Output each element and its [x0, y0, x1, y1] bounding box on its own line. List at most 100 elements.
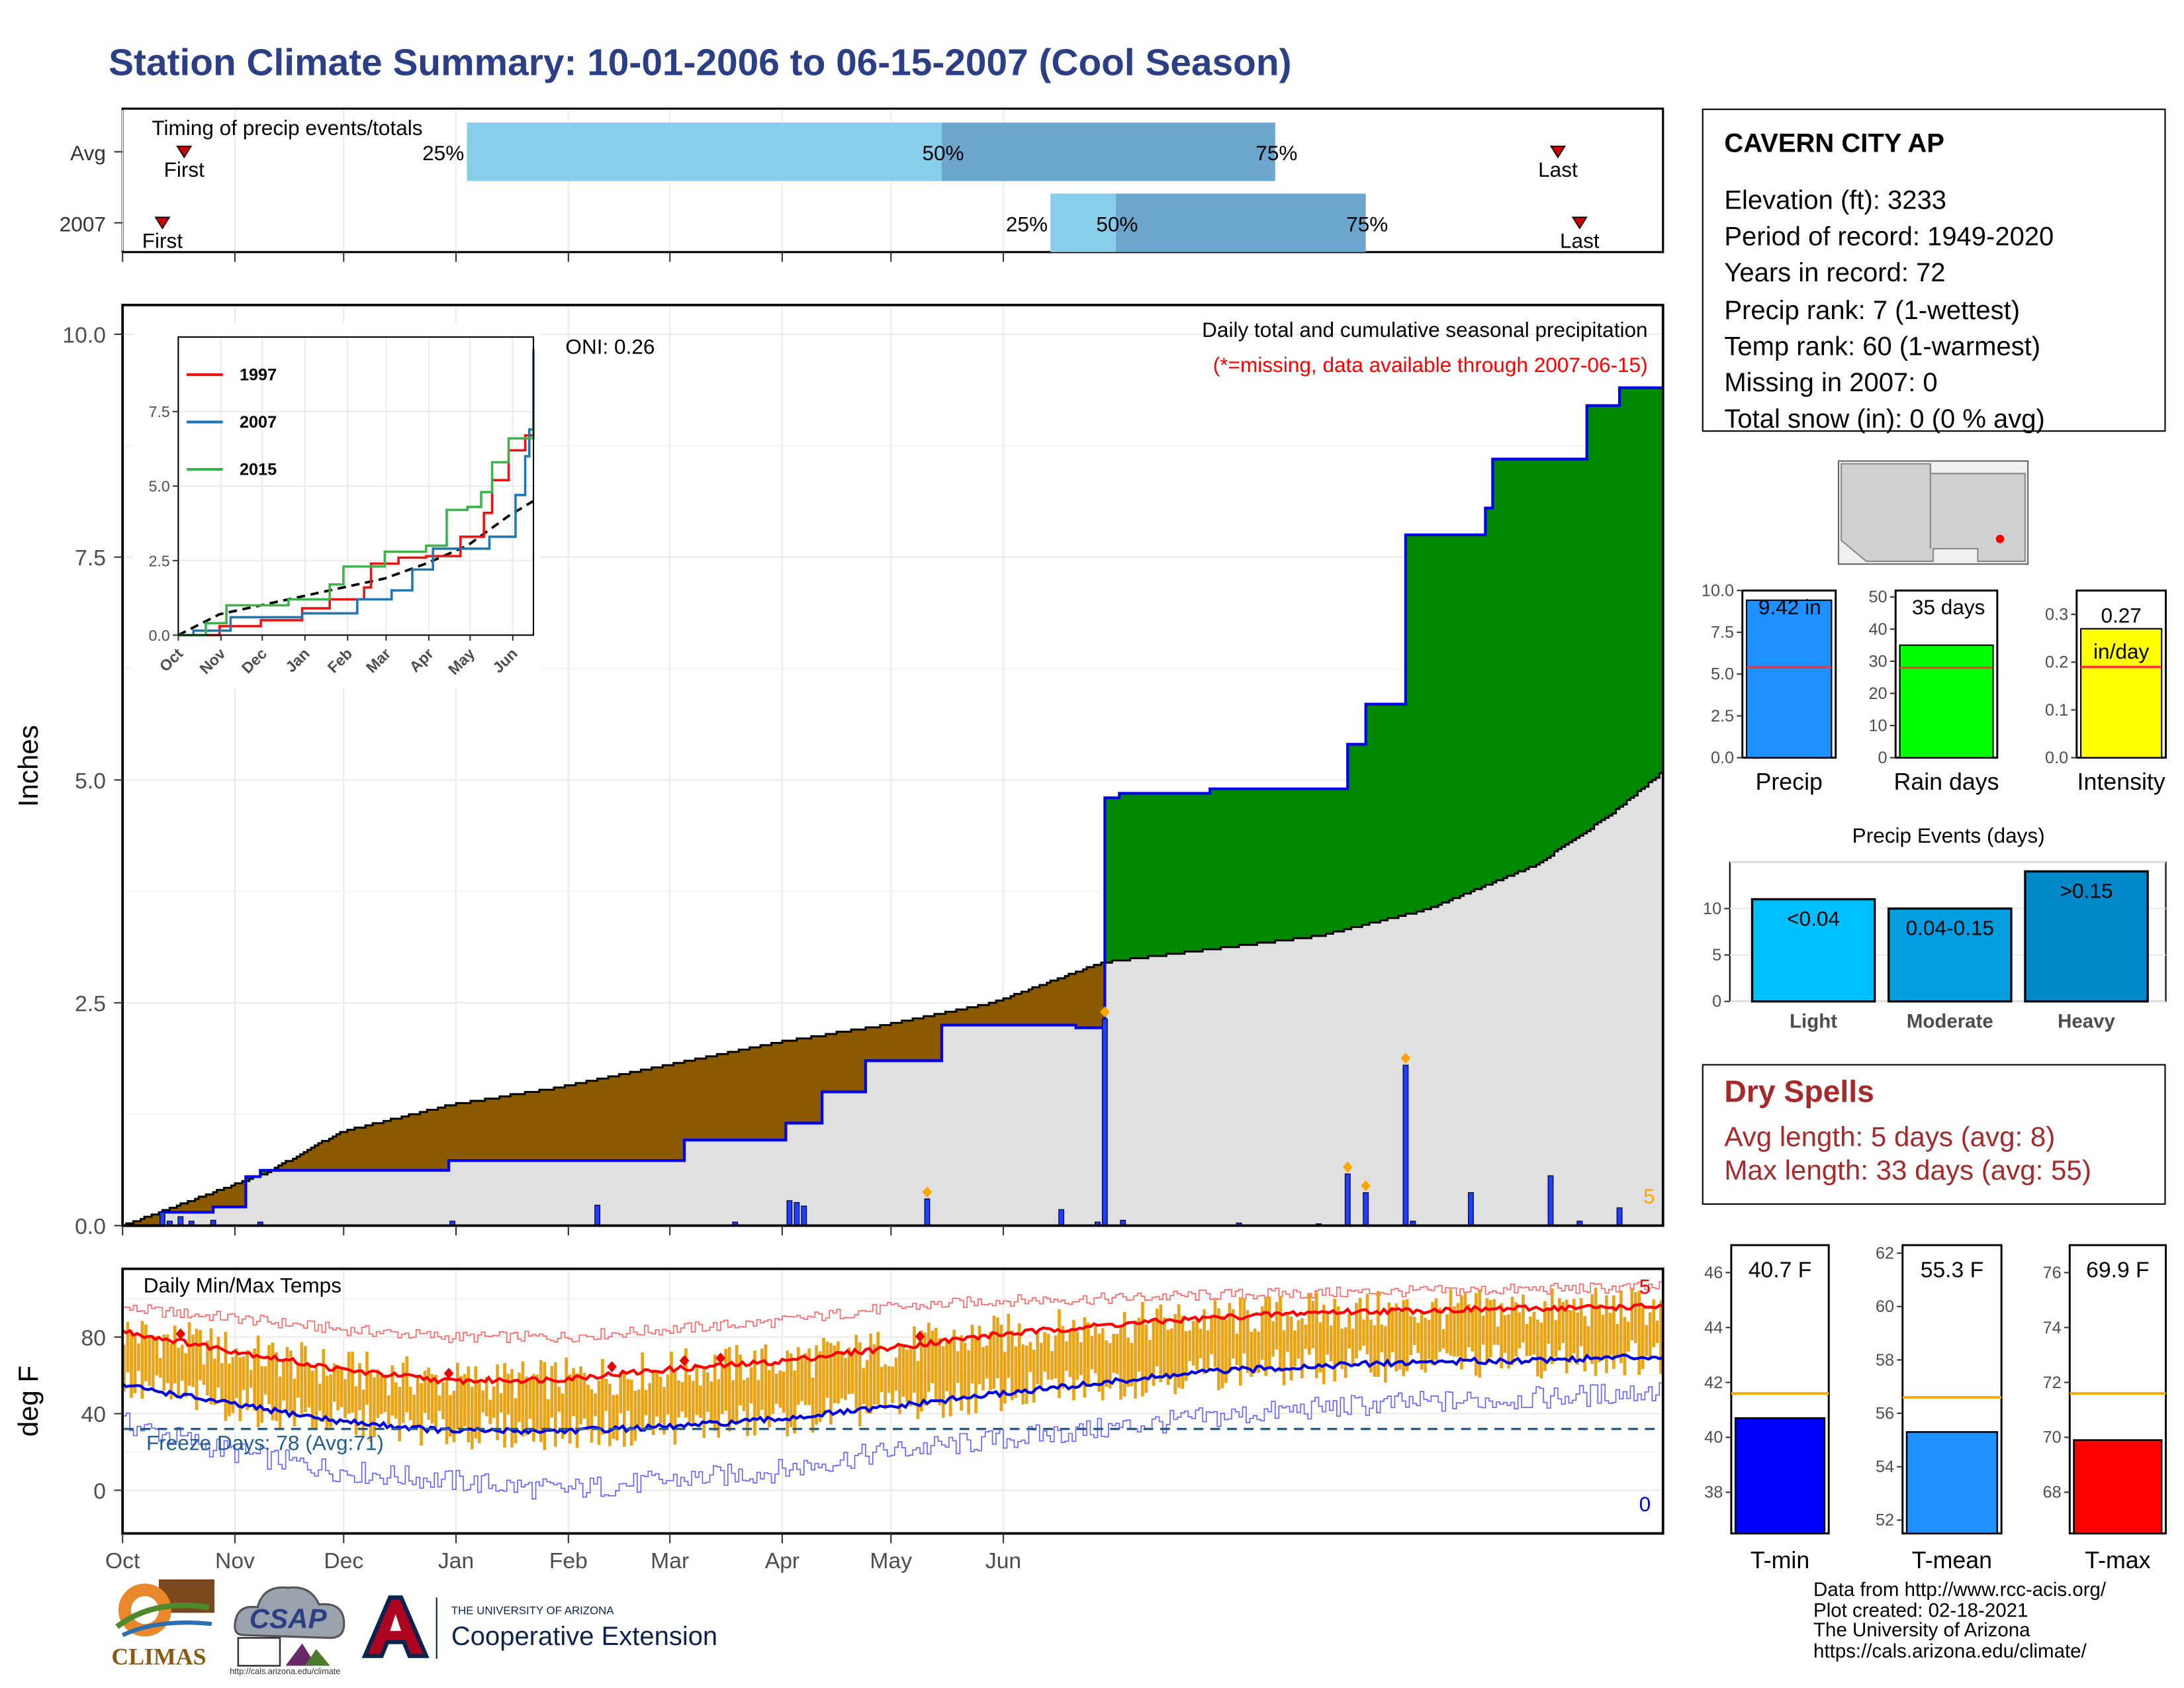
- surplus-area: [1181, 793, 1185, 954]
- daily-temp-bar: [481, 1390, 485, 1413]
- daily-temp-bar: [420, 1383, 423, 1446]
- deficit-area: [155, 1214, 159, 1226]
- daily-temp-bar: [840, 1350, 844, 1399]
- temp-x-tick-label: Mar: [651, 1549, 689, 1573]
- precip-event-count: 5: [1643, 1184, 1655, 1208]
- daily-temp-bar: [1576, 1312, 1579, 1365]
- deficit-area: [575, 1083, 580, 1161]
- daily-temp-bar: [844, 1358, 847, 1400]
- deficit-area: [463, 1103, 468, 1161]
- daily-temp-bar: [695, 1366, 699, 1415]
- daily-temp-bar: [862, 1368, 866, 1404]
- daily-temp-bar: [1068, 1331, 1072, 1378]
- deficit-area: [698, 1058, 704, 1141]
- daily-temp-bar: [140, 1321, 144, 1399]
- daily-temp-bar: [376, 1369, 380, 1419]
- deficit-area: [680, 1062, 685, 1161]
- station-period: Period of record: 1949-2020: [1724, 223, 2054, 253]
- daily-temp-bar: [1232, 1309, 1235, 1359]
- summary-y-tick-label: 10.0: [1702, 582, 1734, 600]
- deficit-area: [561, 1087, 566, 1161]
- surplus-area: [1134, 793, 1138, 959]
- daily-temp-bar: [749, 1367, 753, 1404]
- temp-y-tick-label: 80: [81, 1326, 106, 1350]
- daily-temp-bar: [1141, 1301, 1144, 1397]
- summary-bar-rain-days: [1899, 644, 1994, 759]
- timing-last-label: Last: [1538, 158, 1578, 181]
- flagged-event-marker: [1361, 1180, 1371, 1192]
- deficit-area: [427, 1109, 432, 1171]
- daily-temp-bar: [854, 1335, 858, 1412]
- deficit-area: [361, 1127, 366, 1171]
- daily-temp-bar: [343, 1379, 347, 1419]
- deficit-area: [470, 1101, 475, 1161]
- daily-temp-bar: [644, 1389, 648, 1415]
- deficit-area: [1086, 967, 1091, 1028]
- daily-temp-bar: [1583, 1316, 1586, 1372]
- surplus-area: [1481, 534, 1486, 887]
- deficit-area: [655, 1067, 660, 1161]
- temp-x-tick-label: May: [870, 1549, 912, 1573]
- surplus-area: [1253, 788, 1258, 945]
- deficit-area: [945, 1011, 950, 1025]
- daily-temp-bar: [347, 1352, 351, 1414]
- daily-temp-bar: [1199, 1329, 1203, 1359]
- daily-temp-bar: [1166, 1329, 1170, 1385]
- deficit-area: [702, 1058, 707, 1141]
- timing-label-50: 50%: [1096, 212, 1138, 236]
- daily-temp-bar: [467, 1366, 471, 1442]
- daily-temp-bar: [180, 1344, 184, 1381]
- deficit-area: [191, 1201, 196, 1213]
- surplus-area: [1329, 788, 1334, 934]
- daily-temp-bar: [1210, 1315, 1213, 1354]
- deficit-area: [909, 1020, 913, 1061]
- surplus-area: [1434, 534, 1439, 908]
- temp-summary-bar-t-min: [1734, 1417, 1826, 1534]
- deficit-area: [749, 1047, 754, 1141]
- daily-temp-bar: [1297, 1320, 1300, 1359]
- daily-temp-bar: [1453, 1306, 1456, 1357]
- daily-temp-bar: [1028, 1342, 1032, 1372]
- daily-temp-bar: [1115, 1333, 1119, 1374]
- daily-temp-bar: [1173, 1314, 1177, 1395]
- deficit-area: [996, 1000, 1001, 1025]
- daily-temp-bar: [869, 1333, 873, 1414]
- daily-temp-bar: [800, 1358, 803, 1401]
- surplus-area: [1488, 508, 1494, 885]
- daily-temp-bar: [622, 1372, 626, 1447]
- deficit-area: [314, 1145, 319, 1171]
- temp-summary-y-tick-label: 62: [1876, 1244, 1894, 1262]
- state-map-region: [1841, 463, 2026, 562]
- daily-temp-bar: [782, 1371, 786, 1413]
- daily-temp-bar: [981, 1346, 985, 1391]
- daily-temp-bar: [1619, 1290, 1623, 1364]
- daily-temp-bar: [434, 1374, 437, 1428]
- daily-temp-bar: [1097, 1333, 1101, 1392]
- surplus-area: [1267, 788, 1273, 943]
- deficit-area: [293, 1158, 297, 1171]
- daily-temp-bar: [786, 1350, 790, 1436]
- event-bar-moderate: [1888, 907, 2013, 1003]
- daily-temp-bar: [768, 1370, 771, 1428]
- daily-temp-bar: [989, 1332, 992, 1391]
- daily-temp-bar: [1083, 1317, 1087, 1398]
- surplus-area: [1543, 459, 1548, 861]
- surplus-area: [1333, 788, 1338, 932]
- daily-temp-bar: [394, 1382, 398, 1419]
- daily-precip-bar: [1547, 1175, 1554, 1227]
- deficit-area: [1046, 982, 1052, 1025]
- deficit-area: [199, 1196, 203, 1213]
- daily-temp-bar: [1279, 1295, 1282, 1372]
- deficit-area: [869, 1027, 874, 1061]
- daily-precip-bar: [159, 1211, 165, 1227]
- surplus-area: [1387, 704, 1392, 918]
- deficit-area: [329, 1139, 334, 1171]
- ua-cooperative-extension: Cooperative Extension: [451, 1622, 718, 1652]
- daily-temp-bar: [380, 1376, 383, 1415]
- surplus-area: [1453, 534, 1457, 898]
- surplus-area: [1623, 387, 1627, 805]
- daily-temp-bar: [1463, 1293, 1467, 1360]
- deficit-area: [800, 1038, 805, 1123]
- surplus-area: [1289, 788, 1294, 941]
- event-category-label: Light: [1790, 1011, 1837, 1033]
